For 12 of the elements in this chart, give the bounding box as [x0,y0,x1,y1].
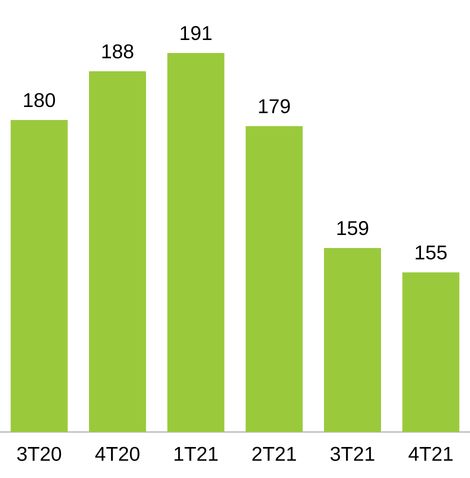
x-tick-label: 3T20 [17,446,62,461]
x-tick-label: 3T21 [330,446,374,461]
x-tick-label: 4T21 [408,446,453,461]
x-tick-label: 2T21 [252,446,296,461]
data-label: 188 [102,44,134,58]
x-tick-label: 4T20 [95,446,140,461]
data-label: 179 [259,99,290,114]
data-label: 159 [337,221,368,236]
x-tick-label: 1T21 [174,446,218,461]
data-label: 191 [180,26,212,40]
data-label: 155 [416,246,447,260]
data-label: 180 [24,93,55,108]
